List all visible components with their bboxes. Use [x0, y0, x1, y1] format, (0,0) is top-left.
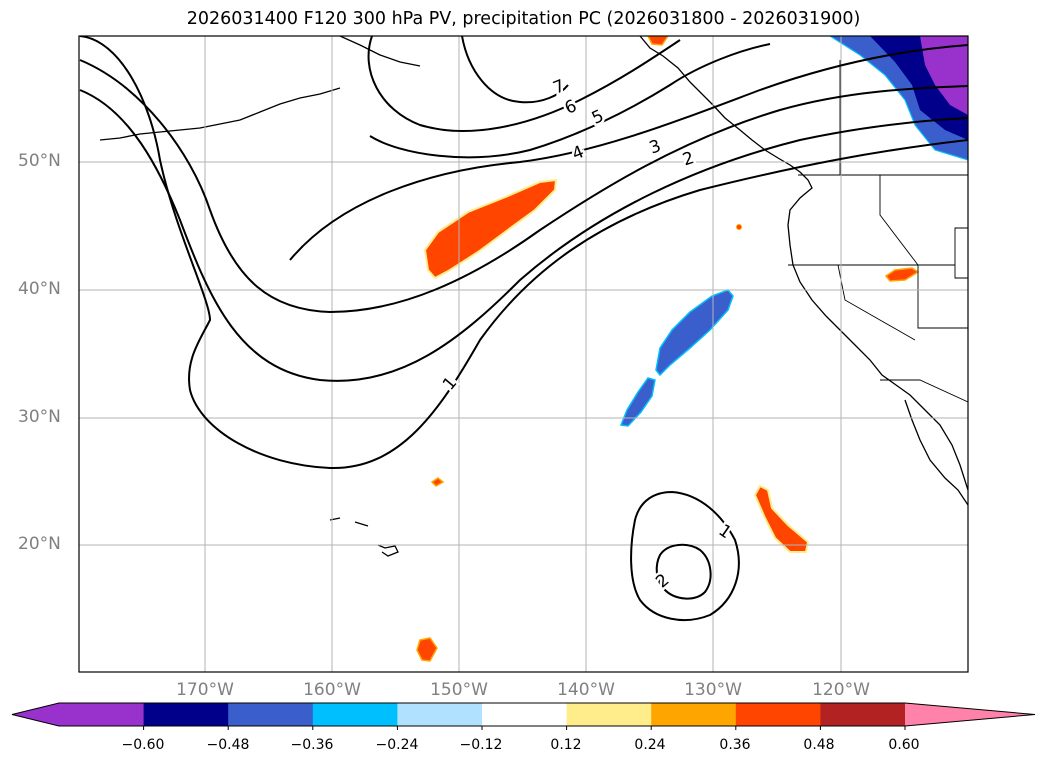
map-frame	[78, 35, 969, 673]
precip-neg-streak-lower	[619, 377, 656, 427]
pv-contour-1-closed	[630, 490, 740, 621]
colorbar-tick-label: 0.36	[719, 737, 751, 753]
pv-contour-6	[367, 36, 681, 132]
colorbar-extend-right	[905, 703, 1035, 726]
colorbar-tick-label: 0.48	[803, 737, 835, 753]
colorbar-segment	[312, 703, 398, 726]
lat-label: 30°N	[18, 407, 61, 427]
colorbar-segment	[651, 703, 737, 726]
colorbar-segment	[482, 703, 568, 726]
colorbar-outline	[11, 702, 1036, 727]
colorbar-segment	[735, 703, 821, 726]
pv-contour-7	[461, 36, 569, 104]
lat-label: 20°N	[18, 534, 61, 554]
map-area	[79, 36, 968, 672]
colorbar-segment	[59, 703, 145, 726]
lon-label: 120°W	[812, 680, 870, 700]
colorbar-segment	[143, 703, 229, 726]
colorbar-segment	[820, 703, 906, 726]
colorbar-tick-label: 0.60	[888, 737, 920, 753]
coastlines	[99, 36, 968, 557]
precip-pos-band-subtropical	[753, 484, 810, 553]
colorbar-tick-label: −0.48	[206, 737, 250, 753]
lat-label: 40°N	[18, 279, 61, 299]
precip-pos-blob-south	[416, 637, 438, 662]
precip-pos-dot	[736, 224, 742, 230]
colorbar-extend-left	[12, 703, 59, 726]
colorbar-tick-label: 0.12	[550, 737, 582, 753]
colorbar-segment	[397, 703, 483, 726]
pv-contour-5	[369, 43, 771, 159]
pv-contour-2-closed	[655, 543, 712, 600]
figure-title: 2026031400 F120 300 hPa PV, precipitatio…	[186, 9, 861, 29]
colorbar-tick-label: −0.24	[375, 737, 419, 753]
precip-neg-max-northeast	[920, 36, 968, 115]
colorbar-tick-label: 0.24	[634, 737, 666, 753]
pv-contour-2	[79, 89, 968, 382]
colorbar-segment	[566, 703, 652, 726]
precip-neg-streak-upper	[655, 289, 734, 377]
colorbar	[11, 702, 1036, 730]
colorbar-tick-label: −0.60	[121, 737, 165, 753]
pv-contour-4	[289, 44, 968, 261]
pv-contour-3	[79, 59, 968, 314]
colorbar-segment	[228, 703, 314, 726]
colorbar-tick-label: −0.36	[290, 737, 334, 753]
lat-label: 50°N	[18, 151, 61, 171]
pv-contours	[79, 36, 968, 621]
lon-label: 140°W	[557, 680, 615, 700]
precip-pos-blob-north	[647, 36, 669, 46]
precip-pos-band-central	[423, 178, 558, 280]
lon-label: 160°W	[303, 680, 361, 700]
lon-label: 170°W	[176, 680, 234, 700]
colorbar-tick-label: −0.12	[459, 737, 503, 753]
pv-contour-1-main	[79, 36, 968, 470]
lon-label: 130°W	[684, 680, 742, 700]
political-borders	[788, 60, 968, 403]
precip-pos-blob-hawaii	[430, 477, 445, 487]
lon-label: 150°W	[430, 680, 488, 700]
